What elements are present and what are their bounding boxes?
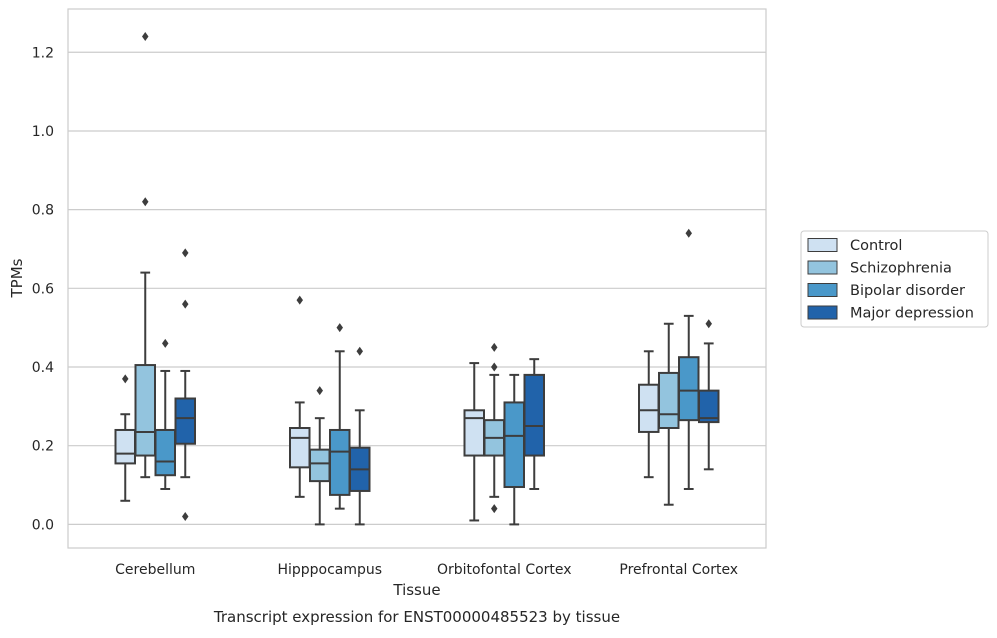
legend-item: Bipolar disorder bbox=[807, 283, 965, 299]
box-control bbox=[638, 350, 660, 479]
box-iqr bbox=[463, 409, 485, 457]
outlier-point bbox=[685, 228, 692, 238]
outlier-point bbox=[356, 346, 363, 356]
y-tick-label: 0.8 bbox=[32, 203, 54, 219]
box-bipolar-disorder bbox=[154, 338, 176, 490]
y-tick-label: 0.4 bbox=[32, 360, 54, 376]
box-control bbox=[114, 374, 136, 502]
y-tick-label: 0.0 bbox=[32, 517, 54, 533]
x-tick-label: Hipppocampus bbox=[277, 562, 382, 578]
chart-caption: Transcript expression for ENST0000048552… bbox=[213, 608, 620, 626]
box-control bbox=[463, 362, 485, 522]
legend-label: Major depression bbox=[850, 306, 974, 322]
x-axis-ticks: Cerebellum Hipppocampus Orbitofontal Corte… bbox=[115, 562, 738, 578]
box-control bbox=[289, 295, 311, 498]
outlier-point bbox=[491, 362, 498, 372]
outlier-point bbox=[316, 386, 323, 396]
category-group bbox=[463, 342, 545, 526]
outlier-point bbox=[296, 295, 303, 305]
legend-item: Control bbox=[807, 238, 902, 254]
legend: Control Schizophrenia Bipolar disorder Majo… bbox=[800, 230, 989, 328]
legend-label: Bipolar disorder bbox=[850, 283, 965, 299]
outlier-point bbox=[182, 248, 189, 258]
legend-swatch bbox=[807, 305, 838, 320]
y-axis-label: TPMs bbox=[8, 258, 26, 298]
outlier-point bbox=[491, 504, 498, 514]
x-axis-label: Tissue bbox=[392, 581, 440, 599]
outlier-point bbox=[182, 512, 189, 522]
legend-label: Schizophrenia bbox=[850, 261, 952, 277]
box-iqr bbox=[698, 389, 720, 424]
outlier-point bbox=[162, 338, 169, 348]
box-schizophrenia bbox=[309, 386, 331, 526]
legend-frame bbox=[800, 230, 989, 328]
legend-item: Major depression bbox=[807, 305, 974, 322]
legend-items: Control Schizophrenia Bipolar disorder Majo… bbox=[807, 238, 974, 322]
box-major-depression bbox=[349, 346, 371, 526]
box-major-depression bbox=[174, 248, 196, 522]
box-schizophrenia bbox=[658, 322, 680, 506]
category-group bbox=[289, 295, 371, 526]
y-tick-label: 1.2 bbox=[32, 45, 54, 61]
outlier-point bbox=[122, 374, 129, 384]
outlier-point bbox=[142, 197, 149, 207]
box-plot-groups bbox=[114, 32, 720, 526]
y-tick-label: 1.0 bbox=[32, 124, 54, 140]
category-group bbox=[638, 228, 720, 506]
x-tick-label: Orbitofontal Cortex bbox=[437, 562, 572, 578]
box-iqr bbox=[638, 383, 660, 433]
x-tick-label: Prefrontal Cortex bbox=[619, 562, 738, 578]
box-iqr bbox=[678, 356, 700, 422]
legend-swatch bbox=[807, 238, 838, 252]
box-iqr bbox=[174, 397, 196, 445]
box-major-depression bbox=[523, 358, 545, 490]
y-tick-label: 0.6 bbox=[32, 281, 54, 297]
legend-swatch bbox=[807, 260, 838, 275]
box-schizophrenia bbox=[134, 32, 156, 479]
outlier-point bbox=[336, 323, 343, 333]
category-group bbox=[114, 32, 196, 522]
outlier-point bbox=[142, 32, 149, 42]
box-iqr bbox=[309, 448, 331, 483]
box-iqr bbox=[523, 373, 545, 457]
outlier-point bbox=[491, 342, 498, 352]
legend-swatch bbox=[807, 283, 838, 297]
box-schizophrenia bbox=[483, 342, 505, 514]
outlier-point bbox=[705, 319, 712, 329]
outlier-point bbox=[182, 299, 189, 309]
plot-frame bbox=[67, 8, 767, 549]
legend-label: Control bbox=[850, 238, 902, 254]
box-iqr bbox=[289, 427, 311, 469]
box-bipolar-disorder bbox=[329, 323, 351, 510]
box-iqr bbox=[154, 428, 176, 477]
y-tick-label: 0.2 bbox=[32, 439, 54, 455]
box-iqr bbox=[658, 371, 680, 430]
y-axis-ticks: 0.0 0.2 0.4 0.6 0.8 1.0 1.2 bbox=[32, 45, 54, 533]
box-iqr bbox=[503, 401, 525, 489]
box-major-depression bbox=[698, 319, 720, 471]
box-bipolar-disorder bbox=[678, 228, 700, 490]
legend-item: Schizophrenia bbox=[807, 260, 952, 277]
box-iqr bbox=[114, 428, 136, 465]
box-iqr bbox=[329, 428, 351, 496]
x-tick-label: Cerebellum bbox=[115, 562, 195, 578]
box-bipolar-disorder bbox=[503, 373, 525, 526]
box-iqr bbox=[134, 364, 156, 457]
